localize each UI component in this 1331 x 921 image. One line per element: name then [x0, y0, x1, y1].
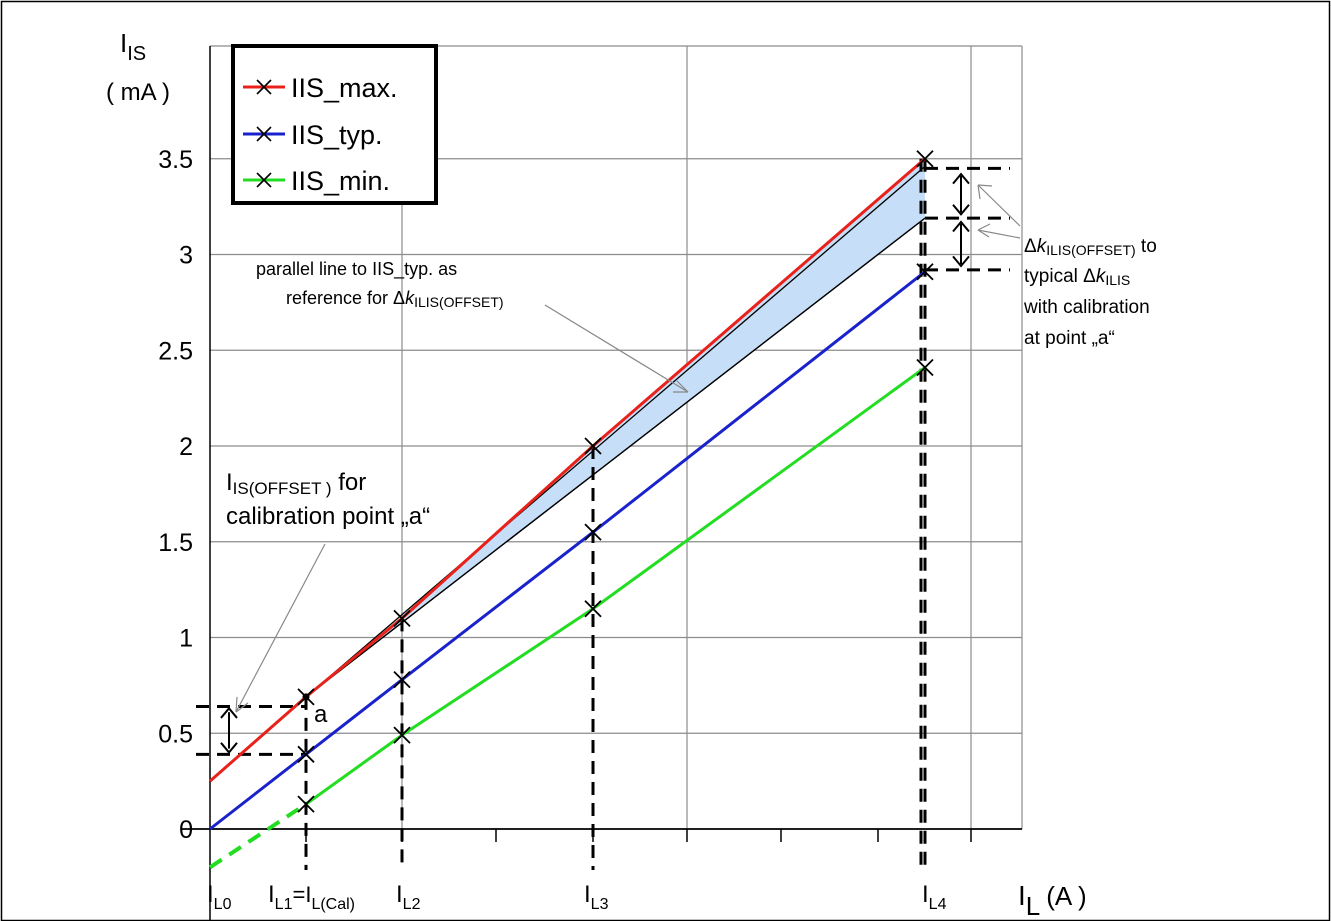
parallel-leader: [544, 304, 689, 393]
y-tick-label-1: 0.5: [158, 720, 193, 748]
series-2-marker-2: [584, 600, 602, 618]
delta-leader-upper: [977, 184, 1021, 227]
annotation-offset: IIS(OFFSET ) for calibration point „a“: [226, 469, 430, 713]
y-tick-label-2: 1: [179, 625, 193, 653]
legend-label-typ: IIS_typ.: [291, 120, 383, 150]
offset-span-arrow-bottom: [220, 742, 238, 754]
delta-leader-lower: [977, 229, 1021, 239]
delta-span-upper-arrows: [952, 172, 970, 216]
reference-mid-line: [305, 217, 926, 698]
parallel-text-line2: reference for ΔkILIS(OFFSET): [286, 288, 504, 310]
legend-label-max: IIS_max.: [291, 73, 398, 103]
point-a-label: a: [314, 701, 328, 728]
series-0-marker-3: [584, 437, 602, 455]
series-2-line: [305, 366, 926, 806]
delta-text-line2: typical ΔkILIS: [1024, 266, 1130, 288]
x-label-L2: IL2: [396, 881, 421, 913]
reference-upper-line: [305, 165, 926, 698]
series-2-marker-3: [916, 358, 934, 377]
series-1-marker-2: [393, 670, 411, 689]
y-tick-labels: 0 0.5 1 1.5 2 2.5 3 3.5: [158, 146, 193, 844]
x-tick-labels: IL0 IL1=IL(Cal) IL2 IL3 IL4: [207, 881, 947, 913]
delta-span-lower-arrows: [952, 220, 970, 268]
y-tick-label-0: 0: [179, 816, 193, 844]
y-axis-unit: ( mA ): [106, 79, 170, 106]
y-tick-label-3: 1.5: [158, 529, 193, 557]
delta-arrowhead-lower: [977, 223, 991, 238]
offset-text-line2: calibration point „a“: [226, 503, 430, 530]
y-tick-label-7: 3.5: [158, 146, 193, 174]
offset-arrowhead: [235, 696, 249, 713]
series-1-marker-1: [297, 745, 315, 763]
parallel-text-line1: parallel line to IIS_typ. as: [256, 259, 457, 280]
series-1-marker-3: [584, 523, 602, 541]
dashed-guides: [196, 158, 1010, 870]
series-2-marker-1: [393, 726, 411, 744]
offset-text-line1: IIS(OFFSET ) for: [226, 469, 366, 498]
y-tick-label-4: 2: [179, 433, 193, 461]
delta-text-line1: ΔkILIS(OFFSET) to: [1024, 236, 1157, 258]
delta-arrowhead-upper: [977, 184, 993, 200]
legend: IIS_max. IIS_typ. IIS_min.: [231, 44, 438, 205]
series-1-line: [209, 270, 926, 831]
legend-marker-min: [256, 172, 272, 188]
point-a-dot: [302, 693, 310, 701]
offset-span-arrow-top: [220, 706, 238, 719]
series-2-extrapolated: [208, 802, 308, 869]
y-tick-label-6: 3: [179, 242, 193, 270]
series-0-line: [209, 157, 926, 783]
legend-marker-max: [256, 79, 272, 95]
x-label-L0: IL0: [207, 881, 232, 913]
legend-entry-typ: IIS_typ.: [243, 120, 383, 150]
x-label-L3: IL3: [584, 881, 609, 913]
series-1-marker-4: [916, 263, 934, 281]
offset-leader: [235, 543, 326, 713]
annotation-delta: ΔkILIS(OFFSET) to typical ΔkILIS with ca…: [977, 184, 1157, 349]
x-label-L4: IL4: [922, 881, 947, 913]
annotation-parallel: parallel line to IIS_typ. as reference f…: [256, 259, 689, 393]
series-2-marker-0: [297, 795, 315, 813]
legend-marker-typ: [256, 126, 272, 142]
x-axis-title: IL (A ): [1018, 880, 1087, 921]
series-0-marker-4: [916, 150, 934, 168]
x-label-L1: IL1=IL(Cal): [268, 881, 355, 913]
y-axis-title: IIS: [120, 28, 146, 65]
parallel-arrowhead: [673, 380, 689, 393]
y-tick-label-5: 2.5: [158, 337, 193, 365]
legend-entry-max: IIS_max.: [243, 73, 398, 103]
delta-text-line4: at point „a“: [1024, 328, 1115, 349]
legend-label-min: IIS_min.: [291, 166, 390, 196]
series-markers: [297, 150, 934, 813]
delta-text-line3: with calibration: [1023, 297, 1150, 318]
legend-entry-min: IIS_min.: [243, 166, 390, 196]
axes: [182, 46, 1022, 921]
series-0-marker-2: [393, 609, 411, 627]
